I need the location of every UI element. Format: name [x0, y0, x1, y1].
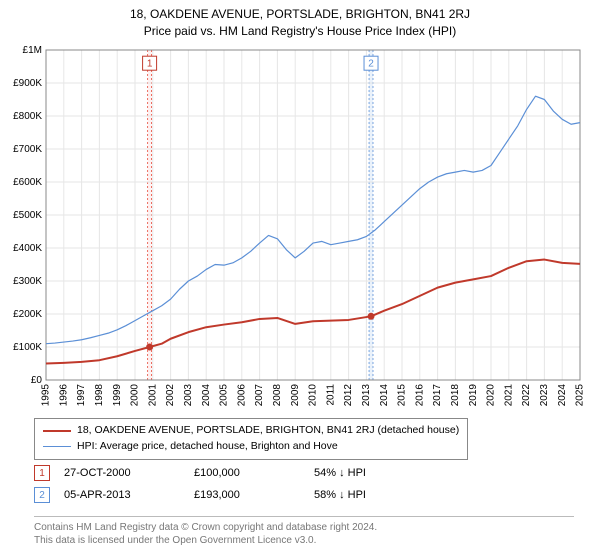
svg-text:1998: 1998: [94, 384, 105, 407]
legend-swatch-property: [43, 430, 71, 432]
svg-text:1996: 1996: [58, 384, 69, 407]
svg-text:£500K: £500K: [13, 210, 42, 221]
legend-swatch-hpi: [43, 446, 71, 447]
chart-plot-area: £0£100K£200K£300K£400K£500K£600K£700K£80…: [0, 42, 600, 412]
chart-title-block: 18, OAKDENE AVENUE, PORTSLADE, BRIGHTON,…: [0, 0, 600, 40]
svg-text:2015: 2015: [397, 384, 408, 407]
sales-row-2: 2 05-APR-2013 £193,000 58% ↓ HPI: [34, 484, 434, 506]
svg-text:2016: 2016: [414, 384, 425, 407]
svg-text:2: 2: [368, 59, 374, 70]
sale-pct-1: 54% ↓ HPI: [314, 467, 434, 479]
svg-text:2024: 2024: [557, 384, 568, 407]
svg-text:2000: 2000: [130, 384, 141, 407]
footer-attribution: Contains HM Land Registry data © Crown c…: [34, 516, 574, 547]
title-line2: Price paid vs. HM Land Registry's House …: [0, 23, 600, 40]
svg-text:2003: 2003: [183, 384, 194, 407]
svg-text:1: 1: [147, 59, 153, 70]
sale-pct-2: 58% ↓ HPI: [314, 489, 434, 501]
svg-text:2020: 2020: [486, 384, 497, 407]
svg-text:2009: 2009: [290, 384, 301, 407]
svg-text:£1M: £1M: [23, 45, 42, 56]
svg-text:2008: 2008: [272, 384, 283, 407]
sale-marker-1: 1: [34, 465, 50, 481]
svg-text:2017: 2017: [432, 384, 443, 407]
sale-marker-2: 2: [34, 487, 50, 503]
sales-row-1: 1 27-OCT-2000 £100,000 54% ↓ HPI: [34, 462, 434, 484]
svg-text:2001: 2001: [147, 384, 158, 407]
sales-table: 1 27-OCT-2000 £100,000 54% ↓ HPI 2 05-AP…: [34, 462, 434, 506]
svg-text:2018: 2018: [450, 384, 461, 407]
svg-text:2007: 2007: [254, 384, 265, 407]
svg-text:£200K: £200K: [13, 309, 42, 320]
svg-text:2019: 2019: [468, 384, 479, 407]
legend-label-property: 18, OAKDENE AVENUE, PORTSLADE, BRIGHTON,…: [77, 423, 459, 439]
sale-date-1: 27-OCT-2000: [64, 467, 194, 479]
svg-text:£600K: £600K: [13, 177, 42, 188]
svg-text:£700K: £700K: [13, 144, 42, 155]
sale-date-2: 05-APR-2013: [64, 489, 194, 501]
svg-text:£100K: £100K: [13, 342, 42, 353]
footer-line2: This data is licensed under the Open Gov…: [34, 534, 574, 547]
legend: 18, OAKDENE AVENUE, PORTSLADE, BRIGHTON,…: [34, 418, 468, 460]
svg-text:2005: 2005: [219, 384, 230, 407]
svg-text:£800K: £800K: [13, 111, 42, 122]
svg-text:2022: 2022: [521, 384, 532, 407]
svg-text:£400K: £400K: [13, 243, 42, 254]
svg-text:2004: 2004: [201, 384, 212, 407]
svg-text:1995: 1995: [41, 384, 52, 407]
legend-row-property: 18, OAKDENE AVENUE, PORTSLADE, BRIGHTON,…: [43, 423, 459, 439]
line-chart-svg: £0£100K£200K£300K£400K£500K£600K£700K£80…: [0, 42, 600, 412]
svg-text:2023: 2023: [539, 384, 550, 407]
footer-line1: Contains HM Land Registry data © Crown c…: [34, 521, 574, 534]
svg-text:£900K: £900K: [13, 78, 42, 89]
svg-text:1999: 1999: [112, 384, 123, 407]
svg-text:2006: 2006: [236, 384, 247, 407]
svg-text:2025: 2025: [575, 384, 586, 407]
svg-text:2021: 2021: [503, 384, 514, 407]
chart-container: 18, OAKDENE AVENUE, PORTSLADE, BRIGHTON,…: [0, 0, 600, 560]
svg-text:2014: 2014: [379, 384, 390, 407]
svg-text:2011: 2011: [325, 384, 336, 406]
svg-text:2013: 2013: [361, 384, 372, 407]
legend-row-hpi: HPI: Average price, detached house, Brig…: [43, 439, 459, 455]
legend-label-hpi: HPI: Average price, detached house, Brig…: [77, 439, 338, 455]
sale-price-1: £100,000: [194, 467, 314, 479]
svg-text:2012: 2012: [343, 384, 354, 407]
sale-price-2: £193,000: [194, 489, 314, 501]
svg-text:2002: 2002: [165, 384, 176, 407]
title-line1: 18, OAKDENE AVENUE, PORTSLADE, BRIGHTON,…: [0, 6, 600, 23]
svg-text:1997: 1997: [76, 384, 87, 407]
svg-text:£300K: £300K: [13, 276, 42, 287]
svg-text:2010: 2010: [308, 384, 319, 407]
